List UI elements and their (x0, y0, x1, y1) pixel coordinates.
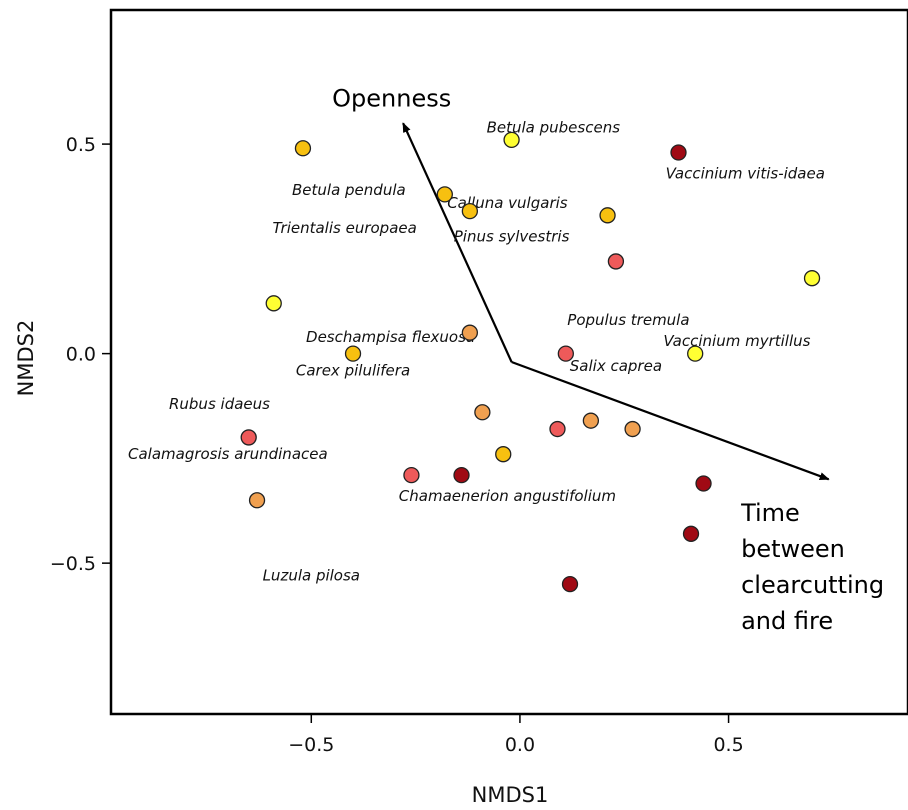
x-axis-ticks: −0.5 0.0 0.5 (288, 714, 744, 756)
site-point (248, 492, 266, 509)
x-axis-title: NMDS1 (472, 783, 549, 807)
species-label: Chamaenerion angustifolium (399, 487, 616, 505)
site-points (240, 131, 821, 593)
vector-arrow-1 (511, 360, 830, 481)
vector-labels: Openness Time between clearcutting and fire (332, 84, 884, 635)
vector-label-openness: Openness (332, 84, 451, 112)
y-tick-label: −0.5 (50, 553, 96, 575)
site-point (607, 253, 625, 270)
y-axis-title: NMDS2 (14, 320, 38, 397)
site-point (687, 345, 704, 362)
site-point (344, 345, 362, 362)
y-tick-label: 0.0 (66, 344, 96, 366)
species-label: Calamagrosis arundinacea (128, 445, 328, 463)
species-label: Deschampisa flexuosa (306, 328, 475, 346)
species-label: Calluna vulgaris (447, 194, 568, 212)
plot-frame (109, 8, 908, 716)
site-point (240, 429, 257, 446)
vector-label-line: Openness (332, 84, 451, 112)
environmental-vectors (402, 122, 830, 481)
species-label: Vaccinium vitis-idaea (666, 164, 825, 182)
site-point (670, 144, 687, 161)
site-point (549, 420, 566, 438)
site-point (561, 575, 579, 593)
site-point (624, 420, 641, 438)
site-point (453, 466, 470, 484)
species-label: Populus tremula (567, 311, 689, 329)
x-tick-label: 0.0 (505, 734, 535, 756)
vector-label-line: clearcutting (741, 571, 884, 599)
site-point (474, 404, 491, 421)
site-point (495, 446, 512, 463)
site-point (557, 345, 574, 362)
species-label: Vaccinium myrtillus (663, 332, 810, 350)
x-tick-label: −0.5 (288, 734, 334, 756)
species-label: Betula pendula (292, 181, 406, 199)
site-point (436, 186, 453, 203)
site-point (682, 525, 700, 542)
species-label: Luzula pilosa (263, 567, 360, 585)
site-point (461, 202, 479, 220)
site-point (695, 475, 712, 492)
species-labels: Betula pubescens Vaccinium vitis-idaea Bet… (128, 118, 825, 584)
site-point (503, 131, 520, 149)
species-label: Salix caprea (570, 357, 662, 375)
y-tick-label: 0.5 (66, 134, 96, 156)
vector-label-line: between (741, 535, 845, 563)
species-label: Pinus sylvestris (454, 227, 570, 245)
site-point (294, 140, 312, 157)
vector-arrow-0 (402, 122, 513, 363)
vector-label-line: and fire (741, 607, 833, 635)
site-point (461, 324, 479, 341)
species-label: Rubus idaeus (169, 395, 270, 413)
species-label: Trientalis europaea (273, 219, 417, 237)
y-axis-ticks: 0.5 0.0 −0.5 (50, 134, 111, 575)
species-label: Carex pilulifera (296, 361, 410, 379)
site-point (265, 295, 282, 312)
site-point (582, 412, 600, 429)
site-point (803, 270, 821, 287)
site-point (599, 207, 616, 224)
site-point (403, 466, 420, 484)
x-tick-label: 0.5 (713, 734, 743, 756)
vector-label-line: Time (740, 499, 800, 527)
species-label: Betula pubescens (487, 118, 621, 136)
vector-label-time: Time between clearcutting and fire (740, 499, 884, 635)
